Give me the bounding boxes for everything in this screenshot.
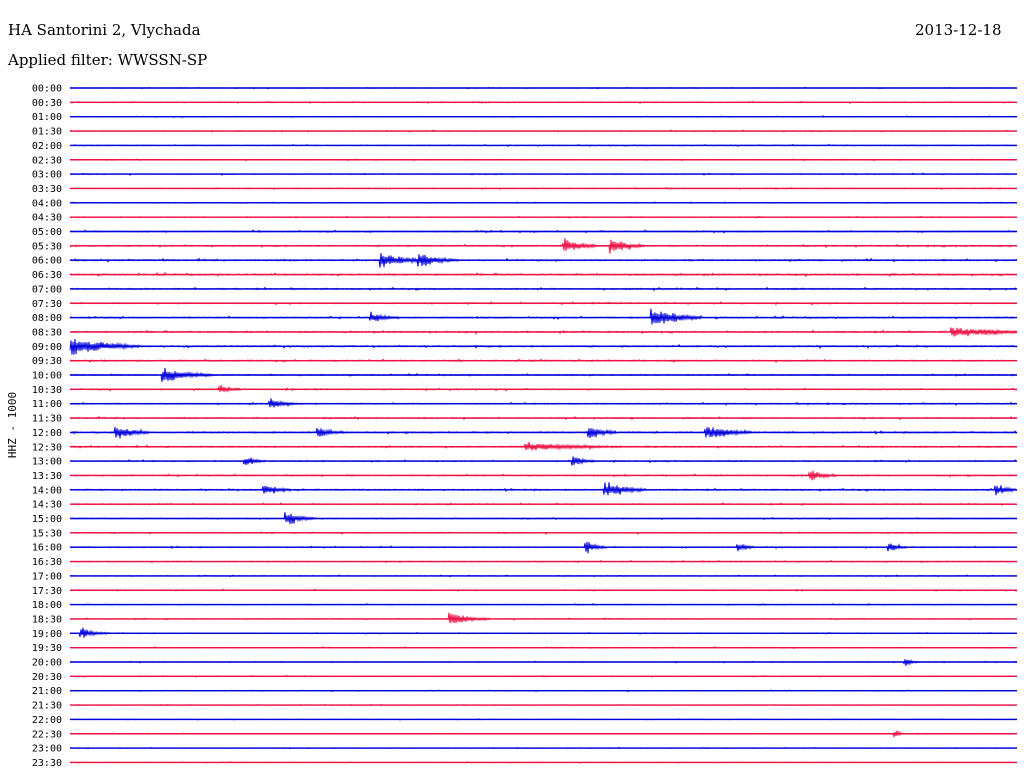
row-time-label: 11:30 xyxy=(32,414,62,425)
row-time-label: 02:30 xyxy=(32,155,62,166)
row-time-label: 10:00 xyxy=(32,371,62,382)
row-time-label: 20:00 xyxy=(32,658,62,669)
row-time-label: 07:30 xyxy=(32,299,62,310)
row-time-label: 22:00 xyxy=(32,715,62,726)
row-time-label: 14:00 xyxy=(32,485,62,496)
row-time-label: 20:30 xyxy=(32,672,62,683)
row-time-label: 01:30 xyxy=(32,127,62,138)
row-time-label: 08:30 xyxy=(32,327,62,338)
row-time-label: 12:00 xyxy=(32,428,62,439)
row-time-label: 17:30 xyxy=(32,586,62,597)
row-time-label: 00:30 xyxy=(32,98,62,109)
row-time-label: 02:00 xyxy=(32,141,62,152)
row-time-label: 16:00 xyxy=(32,543,62,554)
row-time-label: 07:00 xyxy=(32,284,62,295)
station-title: HA Santorini 2, Vlychada xyxy=(8,21,201,39)
trace-row xyxy=(69,612,1018,624)
row-time-label: 09:30 xyxy=(32,356,62,367)
trace-row xyxy=(69,482,1018,496)
row-time-label: 06:30 xyxy=(32,270,62,281)
row-time-label: 13:00 xyxy=(32,457,62,468)
row-time-label: 19:00 xyxy=(32,629,62,640)
row-time-label: 10:30 xyxy=(32,385,62,396)
filter-label: Applied filter: WWSSN-SP xyxy=(8,51,208,69)
row-time-label: 13:30 xyxy=(32,471,62,482)
row-time-label: 16:30 xyxy=(32,557,62,568)
row-time-label: 15:30 xyxy=(32,528,62,539)
trace-row xyxy=(69,308,1018,325)
row-time-label: 19:30 xyxy=(32,643,62,654)
row-time-label: 04:30 xyxy=(32,213,62,224)
row-time-label: 06:00 xyxy=(32,256,62,267)
row-time-label: 03:30 xyxy=(32,184,62,195)
row-time-label: 08:00 xyxy=(32,313,62,324)
row-time-label: 21:00 xyxy=(32,686,62,697)
row-time-label: 22:30 xyxy=(32,729,62,740)
row-time-label: 18:00 xyxy=(32,600,62,611)
trace-row xyxy=(69,398,1018,408)
row-time-label: 01:00 xyxy=(32,112,62,123)
row-time-label: 09:00 xyxy=(32,342,62,353)
row-time-label: 23:30 xyxy=(32,758,62,769)
row-time-label: 05:30 xyxy=(32,241,62,252)
row-time-label: 03:00 xyxy=(32,170,62,181)
trace-row xyxy=(69,385,1018,393)
row-time-label: 17:00 xyxy=(32,571,62,582)
y-axis-label: HHZ - 1000 xyxy=(6,392,19,458)
row-time-label: 14:30 xyxy=(32,500,62,511)
row-time-label: 04:00 xyxy=(32,198,62,209)
row-time-label: 18:30 xyxy=(32,614,62,625)
row-time-label: 11:00 xyxy=(32,399,62,410)
row-time-label: 21:30 xyxy=(32,701,62,712)
row-time-label: 00:00 xyxy=(32,84,62,95)
row-time-label: 12:30 xyxy=(32,442,62,453)
row-time-label: 15:00 xyxy=(32,514,62,525)
row-time-label: 05:00 xyxy=(32,227,62,238)
date-label: 2013-12-18 xyxy=(915,21,1002,39)
row-time-label: 23:00 xyxy=(32,744,62,755)
